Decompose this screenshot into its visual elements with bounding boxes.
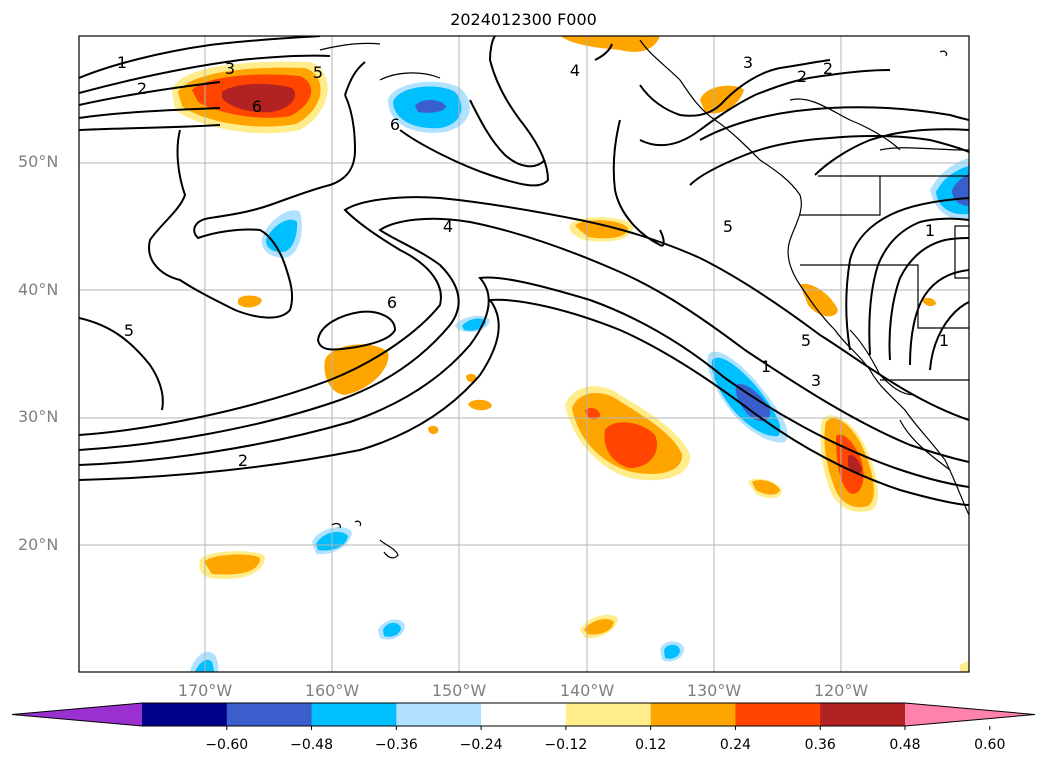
- colorbar-segment: [142, 703, 228, 726]
- contour-label: 4: [570, 61, 580, 80]
- colorbar-segment: [396, 703, 482, 726]
- colorbar-tick-label: 0.48: [889, 737, 921, 753]
- contour-label: 6: [387, 293, 397, 312]
- colorbar-tick-label: 0.24: [719, 737, 752, 753]
- map-title: 2024012300 F000: [450, 10, 597, 29]
- anomaly-blob-positive: [466, 373, 477, 383]
- colorbar-segment: [226, 703, 313, 726]
- lat-label-40: 40°N: [18, 280, 59, 299]
- colorbar-tick-label: 0.12: [635, 737, 667, 753]
- contour-label: 1: [939, 331, 949, 350]
- gridlines: [79, 36, 969, 672]
- anomaly-blob-positive: [428, 425, 439, 435]
- anomaly-blob-positive: [584, 619, 614, 635]
- contour-label: 3: [811, 371, 821, 390]
- contour-label: 1: [117, 53, 127, 72]
- anomaly-blob-positive: [560, 36, 660, 52]
- shaded-anomalies: [172, 36, 969, 672]
- contour-label: 5: [801, 331, 811, 350]
- anomaly-blob-negative: [415, 100, 446, 113]
- anomaly-blob-positive: [922, 297, 936, 307]
- contour-label: 2: [238, 451, 248, 470]
- contour-label-group: 1 2 3 5 6 4 6 4 3 2 2 5 5 1 3 5 2 1 1 6: [117, 53, 949, 470]
- anomaly-blob-positive: [800, 283, 838, 317]
- anomaly-blob-positive: [585, 408, 600, 420]
- anomaly-blob-positive: [324, 344, 389, 395]
- anomaly-blob-positive: [848, 454, 862, 474]
- colorbar-segment: [820, 703, 906, 726]
- colorbar: [11, 702, 1036, 730]
- colorbar-extend-high: [905, 703, 1035, 726]
- anomaly-blob-negative: [735, 384, 771, 421]
- contour-label: 5: [124, 321, 134, 340]
- contour-label: 2: [797, 67, 807, 86]
- colorbar-segment: [735, 703, 821, 726]
- anomaly-blob-negative: [383, 622, 401, 637]
- anomaly-blob-positive: [960, 660, 969, 672]
- colorbar-tick-label: −0.12: [544, 737, 588, 753]
- lon-label-120w: 120°W: [813, 681, 869, 700]
- contour-label: 1: [925, 221, 935, 240]
- contour-label: 6: [390, 115, 400, 134]
- contour-label: 5: [313, 63, 323, 82]
- anomaly-blob-positive: [204, 554, 260, 575]
- anomaly-blob-negative: [664, 644, 680, 659]
- colorbar-segment: [481, 703, 567, 726]
- lon-label-150w: 150°W: [431, 681, 487, 700]
- colorbar-tick-label: −0.48: [290, 737, 333, 753]
- anomaly-blob-positive: [575, 220, 628, 239]
- colorbar-segment: [565, 703, 652, 726]
- contour-label: 3: [743, 53, 753, 72]
- anomaly-blob-positive: [604, 422, 658, 468]
- anomaly-blob-positive: [238, 295, 262, 308]
- colorbar-tick-label: 0.60: [974, 737, 1006, 753]
- lon-label-140w: 140°W: [559, 681, 615, 700]
- lon-label-160w: 160°W: [304, 681, 360, 700]
- colorbar-tick-label: 0.36: [804, 737, 836, 753]
- lat-label-50: 50°N: [18, 152, 59, 171]
- lon-label-130w: 130°W: [686, 681, 742, 700]
- lon-label-170w: 170°W: [177, 681, 233, 700]
- colorbar-segment: [311, 703, 397, 726]
- contour-label: 2: [137, 79, 147, 98]
- map-frame: [78, 35, 970, 673]
- lat-label-20: 20°N: [18, 535, 59, 554]
- colorbar-segment: [650, 703, 736, 726]
- contour-label: 5: [723, 217, 733, 236]
- colorbar-extend-low: [12, 703, 142, 726]
- contour-label: 4: [443, 217, 453, 236]
- anomaly-blob-positive: [468, 399, 492, 411]
- anomaly-blob-positive: [222, 83, 296, 113]
- lat-label-30: 30°N: [18, 407, 59, 426]
- contour-lines: [79, 36, 969, 506]
- colorbar-tick-label: −0.36: [374, 737, 418, 753]
- contour-label: 2: [823, 59, 833, 78]
- colorbar-tick-label: −0.60: [205, 737, 249, 753]
- map-layers: [79, 36, 969, 672]
- contour-label: 6: [252, 97, 262, 116]
- contour-label: 1: [761, 357, 771, 376]
- contour-label: 3: [225, 59, 235, 78]
- colorbar-tick-label: −0.24: [459, 737, 503, 753]
- colorbar-outline: [11, 702, 1036, 727]
- anomaly-blob-positive: [752, 480, 780, 495]
